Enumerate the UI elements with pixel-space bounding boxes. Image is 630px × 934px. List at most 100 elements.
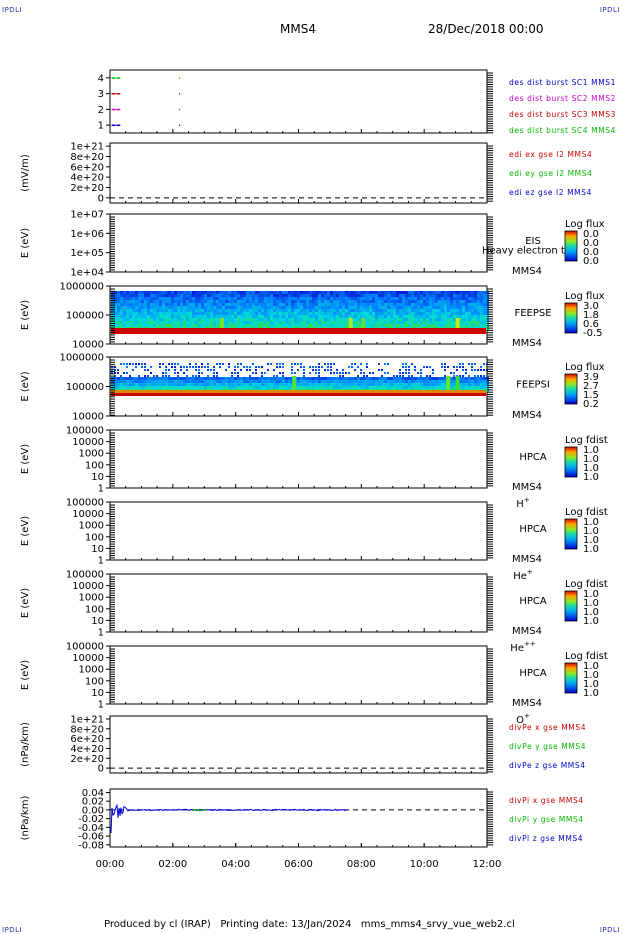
p5-spectrogram-cell [465,386,468,389]
p5-spectrogram-cell [354,363,356,365]
p4-spectrogram-cell [129,300,132,303]
p5-spectrogram-cell [369,380,372,383]
p5-spectrogram-cell [303,377,306,380]
p4-spectrogram-cell [147,309,150,312]
p5-spectrogram-cell [207,383,210,386]
p5-spectrogram [111,363,489,396]
p4-spectrogram-cell [408,318,411,321]
p4-spectrogram-cell [396,312,399,315]
p5-spectrogram-cell [195,377,198,380]
p4-spectrogram-cell [297,315,300,318]
p4-spectrogram-cell [321,309,324,312]
p4-spectrogram-cell [405,300,408,303]
p5-spectrogram-cell [480,380,483,383]
p4-spectrogram-cell [165,291,168,294]
p4-spectrogram-cell [480,291,483,294]
p4-spectrogram-cell [258,312,261,315]
p4-spectrogram-cell [210,312,213,315]
p4-spectrogram-cell [177,306,180,309]
p4-spectrogram-cell [471,306,474,309]
p5-spectrogram-cell [135,380,138,383]
p4-spectrogram-cell [324,309,327,312]
p4-spectrogram-cell [417,306,420,309]
p1-burst-marker [179,108,181,111]
p4-spectrogram-cell [177,300,180,303]
p5-ytick-label: 10000 [72,412,104,423]
p7-ylabel: E (eV) [20,516,31,546]
p10-ytick-label: 0 [98,764,104,775]
p4-spectrogram-cell [486,321,489,324]
p4-spectrogram-cell [429,300,432,303]
p4-spectrogram-cell [426,294,429,297]
p4-spectrogram-cell [234,297,237,300]
p4-spectrogram-cell [267,309,270,312]
p6-right-ticks [487,432,493,487]
p5-spectrogram-cell [459,377,462,380]
p4-spectrogram-cell [294,318,297,321]
p4-spectrogram-cell [129,309,132,312]
p5-spectrogram-cell [186,377,189,380]
p5-spectrogram-cell [342,380,345,383]
p5-spectrogram-cell [474,369,476,371]
p4-spectrogram-cell [249,300,252,303]
p4-spectrogram-cell [138,324,141,327]
p5-spectrogram-cell [213,366,215,368]
p4-spectrogram-cell [201,321,204,324]
p4-spectrogram-cell [303,324,306,327]
p5-spectrogram-cell [435,386,438,389]
p4-spectrogram [111,291,489,334]
p5-spectrogram-cell [234,380,237,383]
p4-spectrogram-cell [420,300,423,303]
p5-spectrogram-cell [444,363,446,365]
p4-spectrogram-cell [402,291,405,294]
p4-spectrogram-cell [369,312,372,315]
p4-spectrogram-cell [429,297,432,300]
p5-spectrogram-cell [282,380,285,383]
p4-spectrogram-cell [285,312,288,315]
p4-spectrogram-cell [126,303,129,306]
p1-frame [109,69,488,134]
p4-spectrogram-cell [360,309,363,312]
time-tick-label: 02:00 [158,859,187,870]
p5-spectrogram-cell [138,380,141,383]
p4-spectrogram-cell [402,306,405,309]
p4-spectrogram-cell [324,300,327,303]
p5-spectrogram-cell [369,377,372,380]
p4-spectrogram-cell [402,324,405,327]
p5-spectrogram-cell [363,383,366,386]
p5-spectrogram-cell [300,363,302,365]
p3-ytick-label: 1e+07 [70,210,104,221]
p1-burst-marker [179,93,181,95]
p4-spectrogram-cell [333,291,336,294]
p5-spectrogram-cell [264,377,267,380]
p5-spectrogram-cell [162,383,165,386]
p4-spectrogram-cell [480,303,483,306]
p5-spectrogram-cell [420,372,422,374]
p5-spectrogram-cell [201,383,204,386]
p6-frame [109,429,488,489]
p5-spectrogram-cell [126,363,128,365]
p4-spectrogram-cell [336,321,339,324]
p4-spectrogram-cell [111,303,114,306]
p6-species-sup: + [524,496,530,504]
p4-spectrogram-cell [369,315,372,318]
p4-spectrogram-cell [375,309,378,312]
p4-spectrogram-cell [192,303,195,306]
p4-spectrogram-cell [456,315,459,318]
p4-spectrogram-cell [366,300,369,303]
corner-label-top-right: IPDLI [599,6,620,14]
p4-spectrogram-cell [168,321,171,324]
p5-spectrogram-cell [342,386,345,389]
p5-spectrogram-cell [249,383,252,386]
p4-spectrogram-cell [360,312,363,315]
p4-spectrogram-cell [423,315,426,318]
p4-spectrogram-cell [255,303,258,306]
p5-spectrogram-cell [414,369,416,371]
p4-spectrogram-cell [219,309,222,312]
p5-spectrogram-cell [126,380,129,383]
p5-spectrogram-cell [186,375,188,377]
p5-ytick-label: 1000000 [59,353,104,364]
p4-spectrogram-cell [450,309,453,312]
p5-spectrogram-cell [426,383,429,386]
p2-ytick-label: 6e+20 [70,162,104,173]
